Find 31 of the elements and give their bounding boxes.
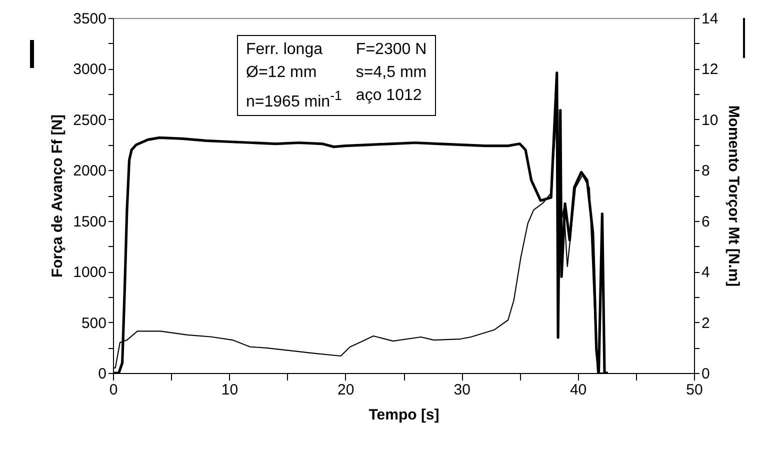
x-tick-label: 10 <box>221 382 238 398</box>
annotation: s=4,5 mm <box>356 63 427 83</box>
y-tick-label: 1500 <box>73 213 106 230</box>
annotation: Ø=12 mm <box>246 63 318 83</box>
y2-tick-label: 4 <box>702 264 710 282</box>
y-tick-label: 3500 <box>73 10 106 28</box>
x-tick-label: 20 <box>338 382 354 398</box>
y2-tick-label: 0 <box>702 366 710 382</box>
x-axis-title: Tempo [s] <box>368 406 440 424</box>
y2-tick-label: 8 <box>702 162 710 180</box>
y2-tick-label: 10 <box>702 112 718 129</box>
annotation: aço 1012 <box>356 86 423 106</box>
x-tick-label: 40 <box>570 382 587 398</box>
y2-tick-label: 14 <box>702 10 718 28</box>
y2-axis-title: Momento Torçor Mt [N.m] <box>725 105 742 287</box>
y2-tick-label: 2 <box>702 314 710 332</box>
y-tick-label: 500 <box>81 314 106 332</box>
y-tick-label: 3000 <box>73 61 106 78</box>
x-tick-label: 50 <box>686 382 703 398</box>
y-tick-label: 2500 <box>73 112 106 129</box>
y-tick-label: 1000 <box>73 264 106 282</box>
annotation: Ferr. longa <box>246 40 324 60</box>
x-tick-label: 0 <box>109 382 118 398</box>
y-tick-label: 0 <box>98 366 106 382</box>
annotation: F=2300 N <box>356 40 427 60</box>
y2-tick-label: 6 <box>702 213 710 230</box>
y-axis-title: Força de Avanço Ff [N] <box>49 114 66 278</box>
y2-tick-label: 12 <box>702 61 718 78</box>
annotation: n=1965 min$^{-1}$ <box>246 87 342 112</box>
x-tick-label: 30 <box>454 382 470 398</box>
y-tick-label: 2000 <box>73 162 106 180</box>
